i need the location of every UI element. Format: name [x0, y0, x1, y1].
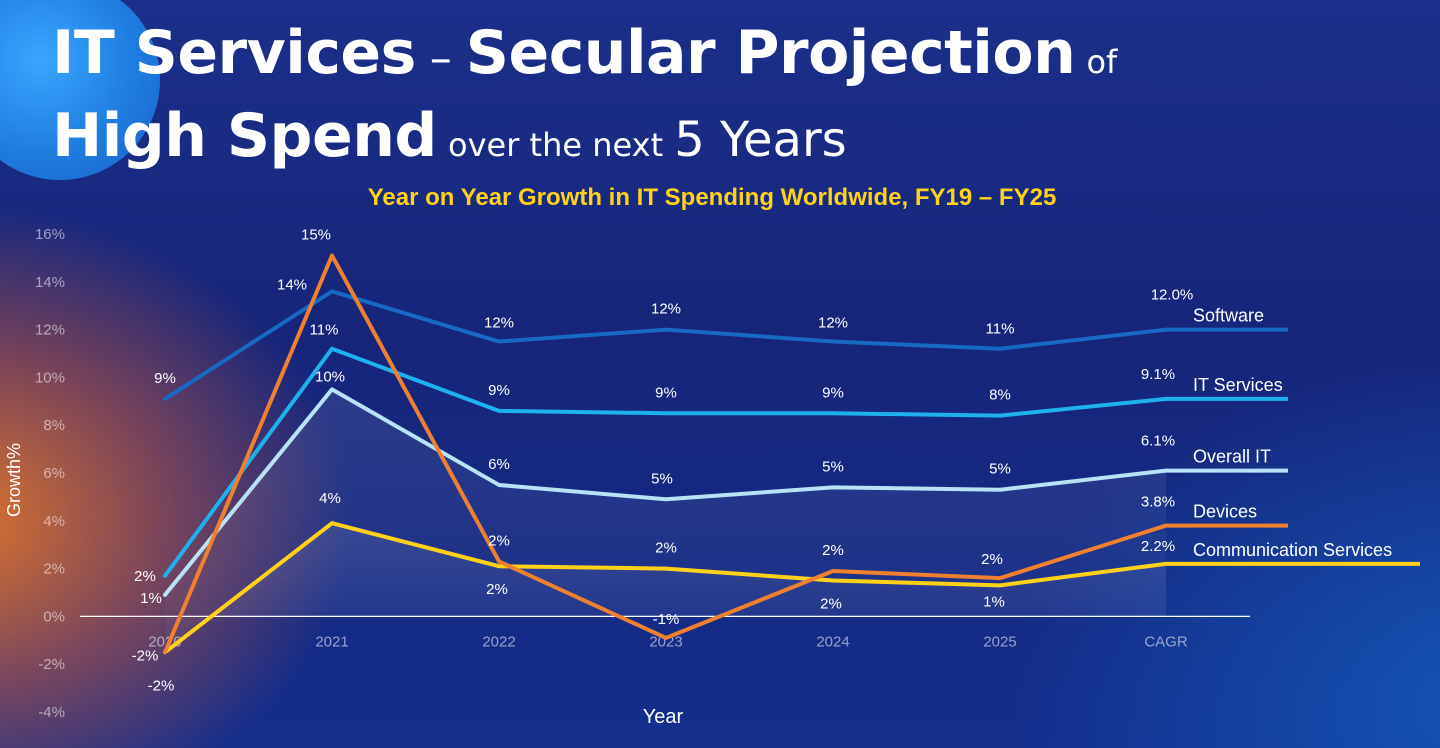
x-axis-label: Year: [643, 706, 684, 728]
data-label: 6.1%: [1141, 433, 1175, 450]
data-label: 3.8%: [1141, 494, 1175, 511]
title-of: of: [1086, 43, 1118, 81]
data-label: 11%: [310, 322, 339, 339]
data-label: -2%: [132, 647, 159, 664]
series-line-software: [163, 289, 1168, 401]
data-label: 9.1%: [1141, 366, 1175, 383]
data-label: 1%: [983, 593, 1005, 610]
y-axis-label: Growth%: [4, 443, 24, 517]
x-tick-label: 2023: [649, 633, 682, 650]
data-label: 15%: [301, 227, 331, 244]
y-tick-label: -4%: [38, 704, 65, 721]
data-label: 2%: [486, 581, 508, 598]
title-over-the-next: over the next: [448, 126, 664, 164]
data-label: -1%: [653, 611, 680, 628]
chart-title: Year on Year Growth in IT Spending World…: [367, 184, 1057, 211]
y-tick-label: 4%: [43, 513, 65, 530]
data-label: 12%: [818, 315, 848, 332]
data-label: 12.0%: [1151, 287, 1194, 304]
data-label: 6%: [488, 456, 510, 473]
data-label: 2%: [822, 542, 844, 559]
data-label: 8%: [989, 387, 1011, 404]
legend-label: Software: [1193, 306, 1264, 326]
data-label: 9%: [822, 384, 844, 401]
y-tick-label: 6%: [43, 465, 65, 482]
data-label: 14%: [277, 276, 307, 293]
y-tick-label: 2%: [43, 561, 65, 578]
data-label: 2%: [820, 596, 842, 613]
data-label: 10%: [315, 368, 345, 385]
x-tick-label: 2022: [482, 633, 515, 650]
series-line-communication-services: [163, 521, 1168, 655]
data-label: 11%: [986, 321, 1015, 338]
legend-label: Overall IT: [1193, 447, 1271, 467]
data-label: 2.2%: [1141, 538, 1175, 555]
legend-label: Devices: [1193, 502, 1257, 522]
data-label: 5%: [822, 458, 844, 475]
y-tick-label: -2%: [38, 656, 65, 673]
data-label: 12%: [484, 315, 514, 332]
x-tick-label: 2024: [816, 633, 849, 650]
page-title: IT Services – Secular Projection of High S…: [52, 10, 1117, 180]
y-tick-label: 0%: [43, 608, 65, 625]
data-label: 4%: [319, 490, 341, 507]
data-label: 9%: [655, 384, 677, 401]
data-label: 5%: [651, 470, 673, 487]
data-label: 12%: [651, 301, 681, 318]
legend-label: Communication Services: [1193, 540, 1392, 560]
title-part-it-services: IT Services: [52, 18, 416, 88]
y-tick-label: 8%: [43, 417, 65, 434]
data-label: 9%: [488, 382, 510, 399]
area-band: [165, 523, 1166, 653]
y-tick-label: 16%: [35, 226, 65, 243]
data-label: 2%: [134, 568, 156, 585]
title-dash: –: [429, 33, 452, 84]
x-tick-label: CAGR: [1144, 633, 1188, 650]
y-tick-label: 10%: [35, 369, 65, 386]
series-line-overall-it: [163, 387, 1168, 597]
data-label: 1%: [140, 590, 162, 607]
y-tick-label: 12%: [35, 322, 65, 339]
title-part-high-spend: High Spend: [52, 101, 437, 171]
x-tick-label: 2021: [315, 633, 348, 650]
data-label: 2%: [981, 551, 1003, 568]
data-label: -2%: [148, 677, 175, 694]
title-part-secular-projection: Secular Projection: [465, 18, 1076, 88]
data-label: 2%: [488, 532, 510, 549]
data-label: 2%: [655, 540, 677, 557]
series-line-it-services: [163, 346, 1168, 578]
data-label: 9%: [154, 370, 176, 387]
legend-label: IT Services: [1193, 375, 1283, 395]
data-label: 5%: [989, 461, 1011, 478]
y-tick-label: 14%: [35, 274, 65, 291]
title-five-years: 5 Years: [674, 112, 847, 168]
series-line-devices: [163, 253, 1168, 655]
x-tick-label: 2025: [983, 633, 1016, 650]
